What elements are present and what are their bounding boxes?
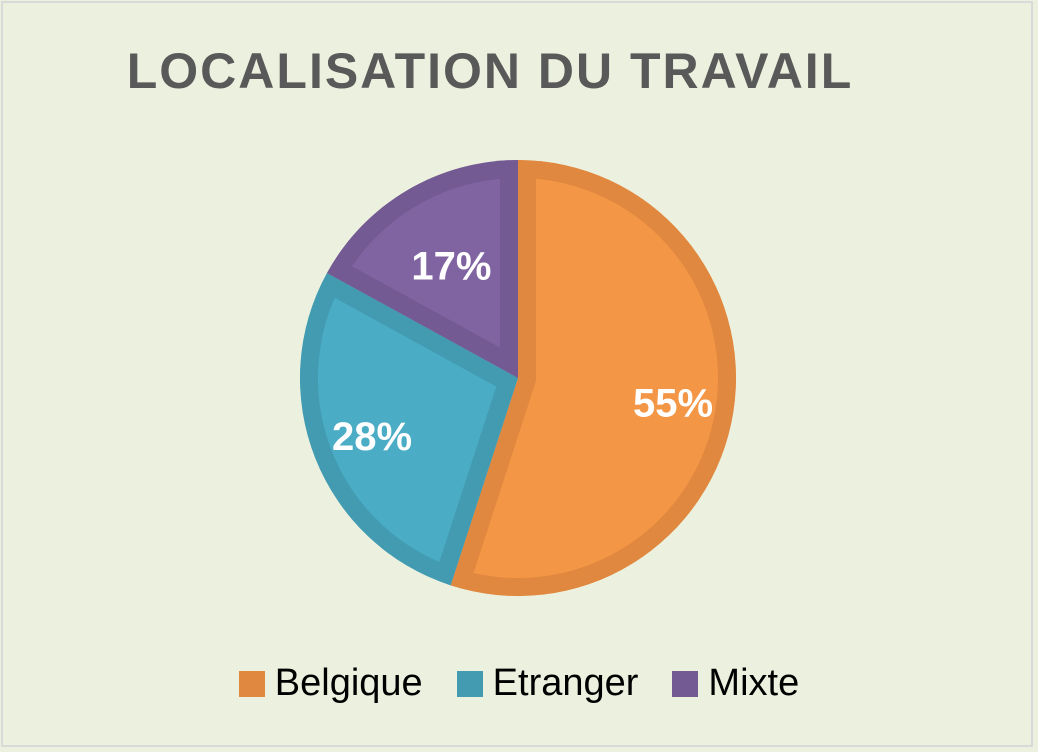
data-label-belgique: 55% <box>633 382 713 426</box>
legend-item-etranger: Etranger <box>456 662 639 705</box>
legend: Belgique Etranger Mixte <box>0 662 1038 705</box>
legend-swatch-belgique <box>238 670 265 697</box>
legend-swatch-mixte <box>672 670 699 697</box>
pie-slice-etranger <box>300 272 518 586</box>
legend-label-mixte: Mixte <box>708 662 800 704</box>
data-label-etranger: 28% <box>332 415 412 459</box>
legend-label-belgique: Belgique <box>274 662 423 704</box>
data-label-mixte: 17% <box>411 244 491 288</box>
pie-slice-mixte <box>326 160 518 378</box>
chart-title: LOCALISATION DU TRAVAIL <box>126 43 854 99</box>
legend-swatch-etranger <box>456 670 483 697</box>
legend-label-etranger: Etranger <box>492 662 639 704</box>
legend-item-mixte: Mixte <box>672 662 799 705</box>
legend-item-belgique: Belgique <box>238 662 423 705</box>
